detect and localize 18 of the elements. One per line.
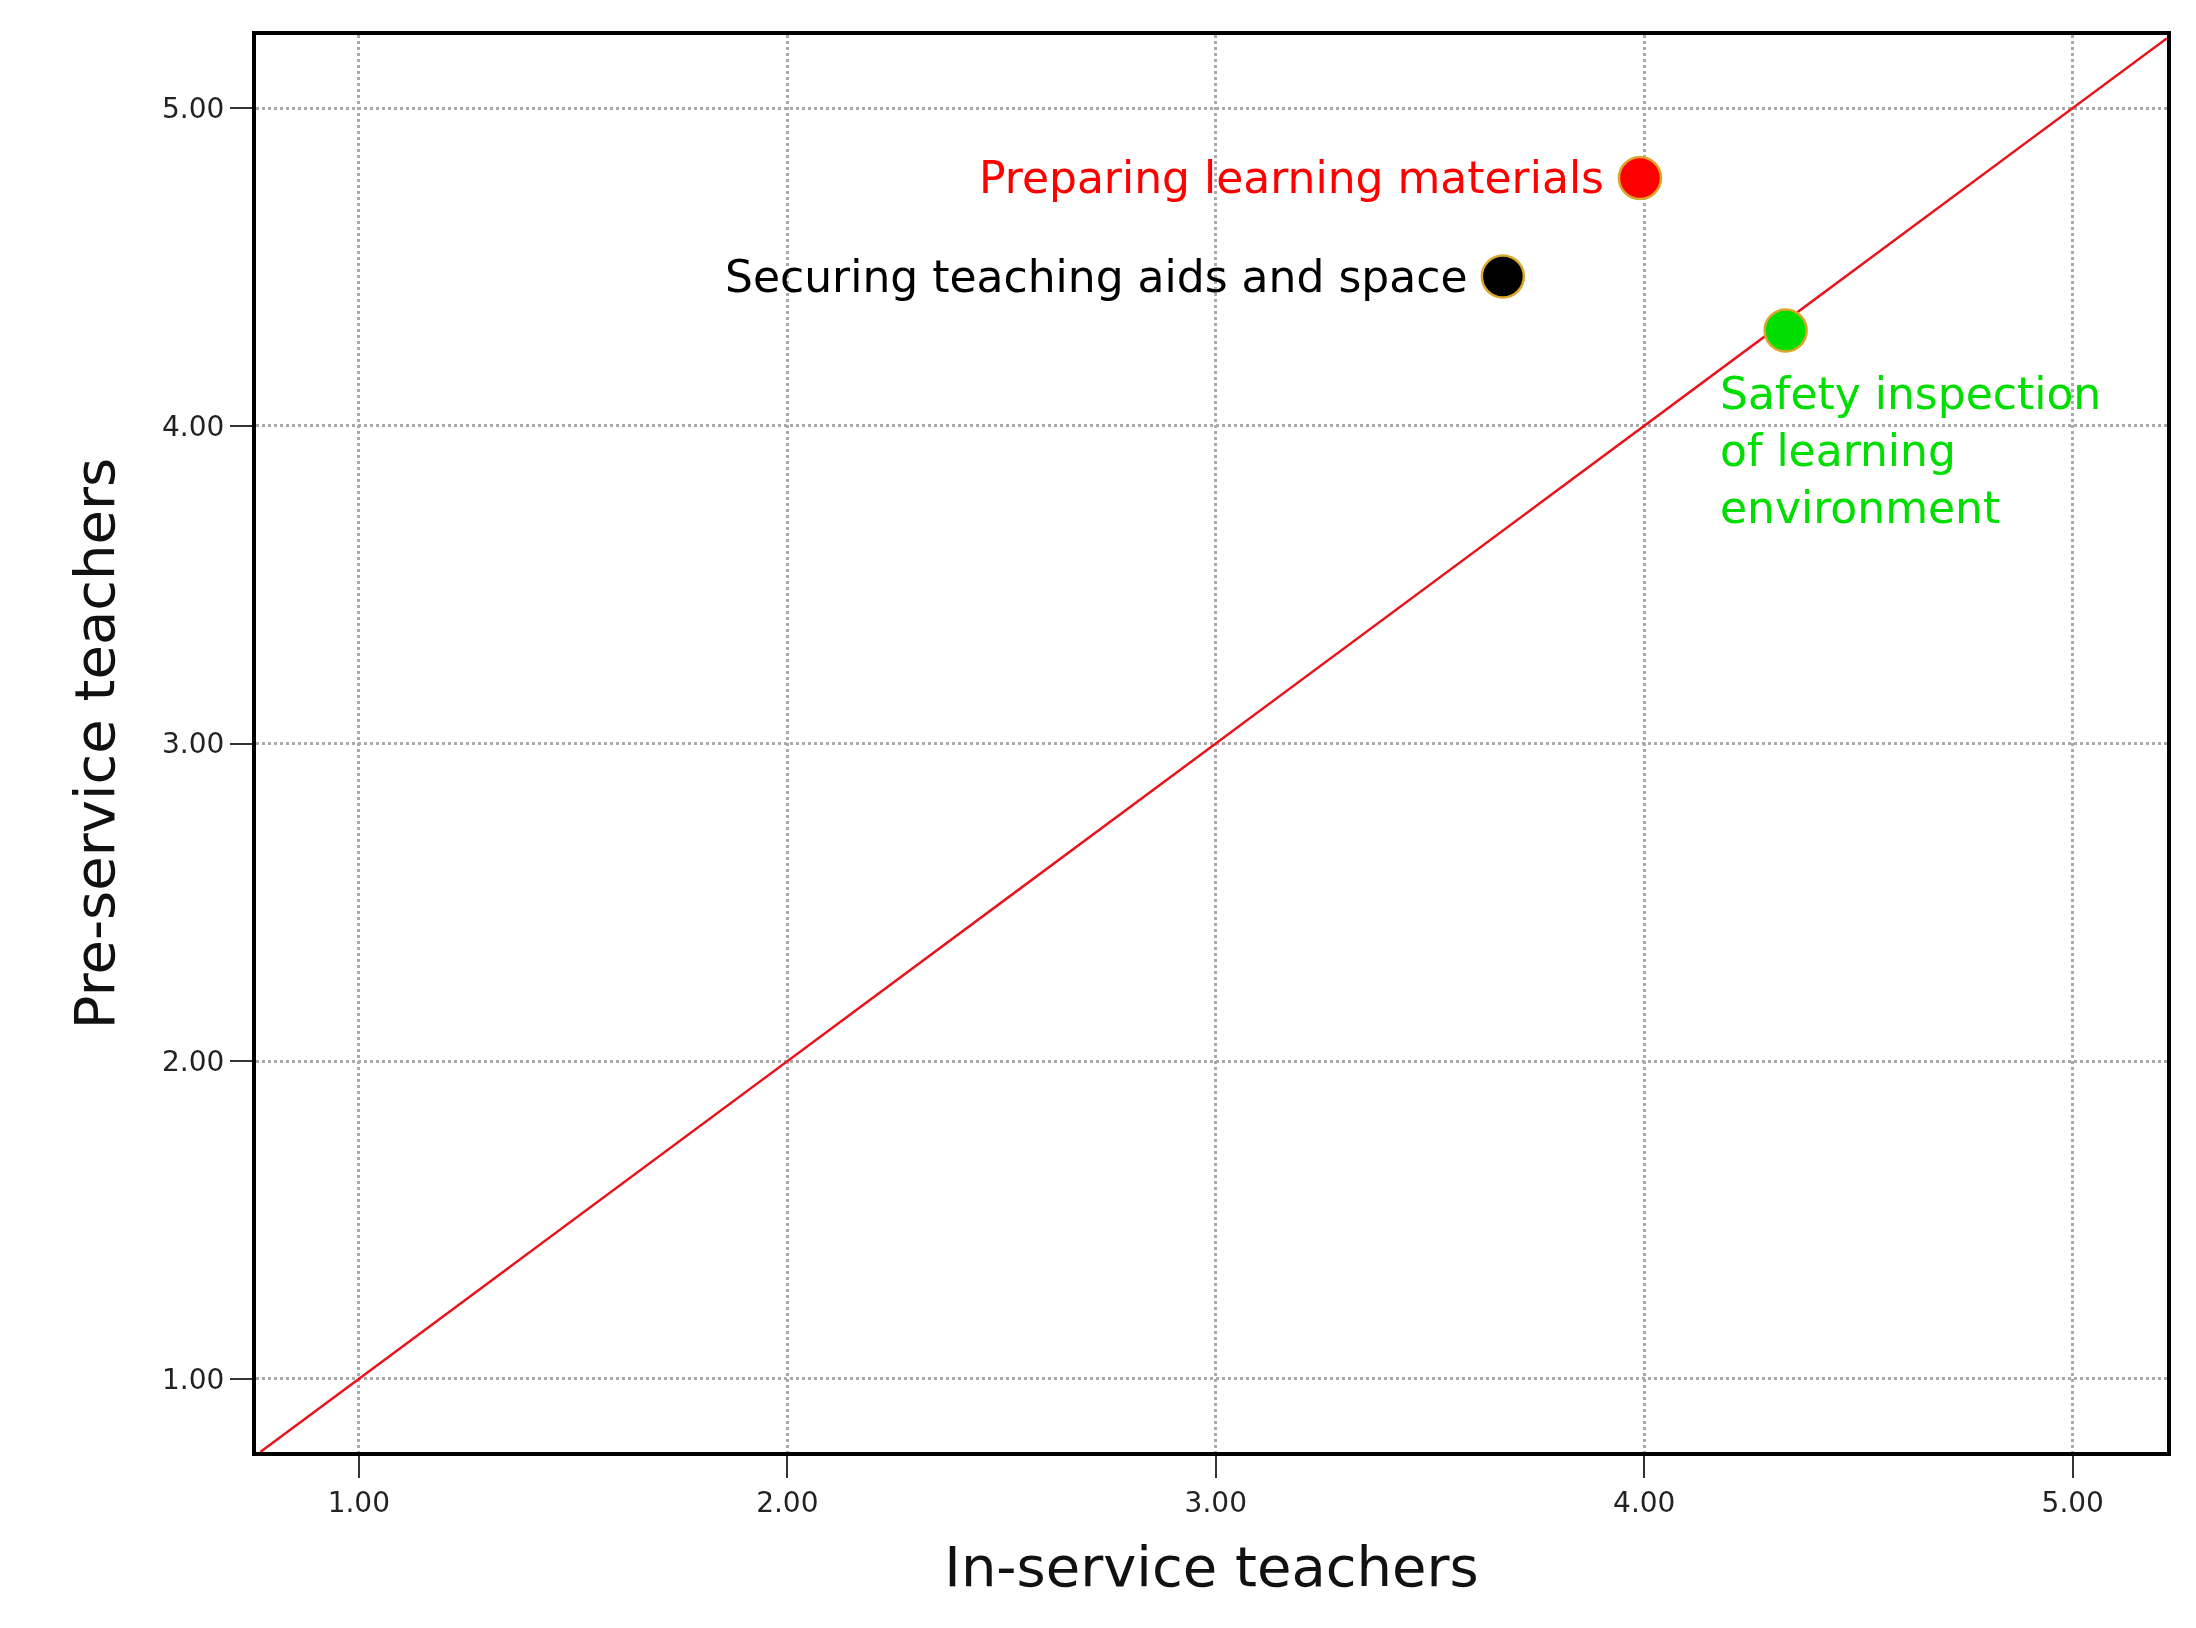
y-tick-label: 4.00	[162, 409, 225, 443]
x-tick-label: 1.00	[327, 1485, 390, 1519]
y-tick-label: 2.00	[162, 1045, 225, 1079]
x-axis-title: In-service teachers	[944, 1533, 1479, 1599]
x-tick-label: 2.00	[756, 1485, 819, 1519]
x-tick-label: 4.00	[1613, 1485, 1676, 1519]
point	[1480, 254, 1526, 299]
annotation: Preparing learning materials	[979, 152, 1605, 203]
point	[1617, 155, 1663, 201]
y-tick-label: 5.00	[162, 91, 225, 125]
x-tick-label: 3.00	[1184, 1485, 1247, 1519]
annotation: Safety inspection of learning environment	[1720, 368, 2102, 534]
y-axis-title: Pre-service teachers	[62, 457, 128, 1030]
x-tick-label: 5.00	[2041, 1485, 2104, 1519]
y-tick-label: 3.00	[162, 727, 225, 761]
annotation: Securing teaching aids and space	[725, 251, 1468, 302]
point	[1763, 308, 1808, 353]
y-tick-label: 1.00	[162, 1362, 225, 1396]
